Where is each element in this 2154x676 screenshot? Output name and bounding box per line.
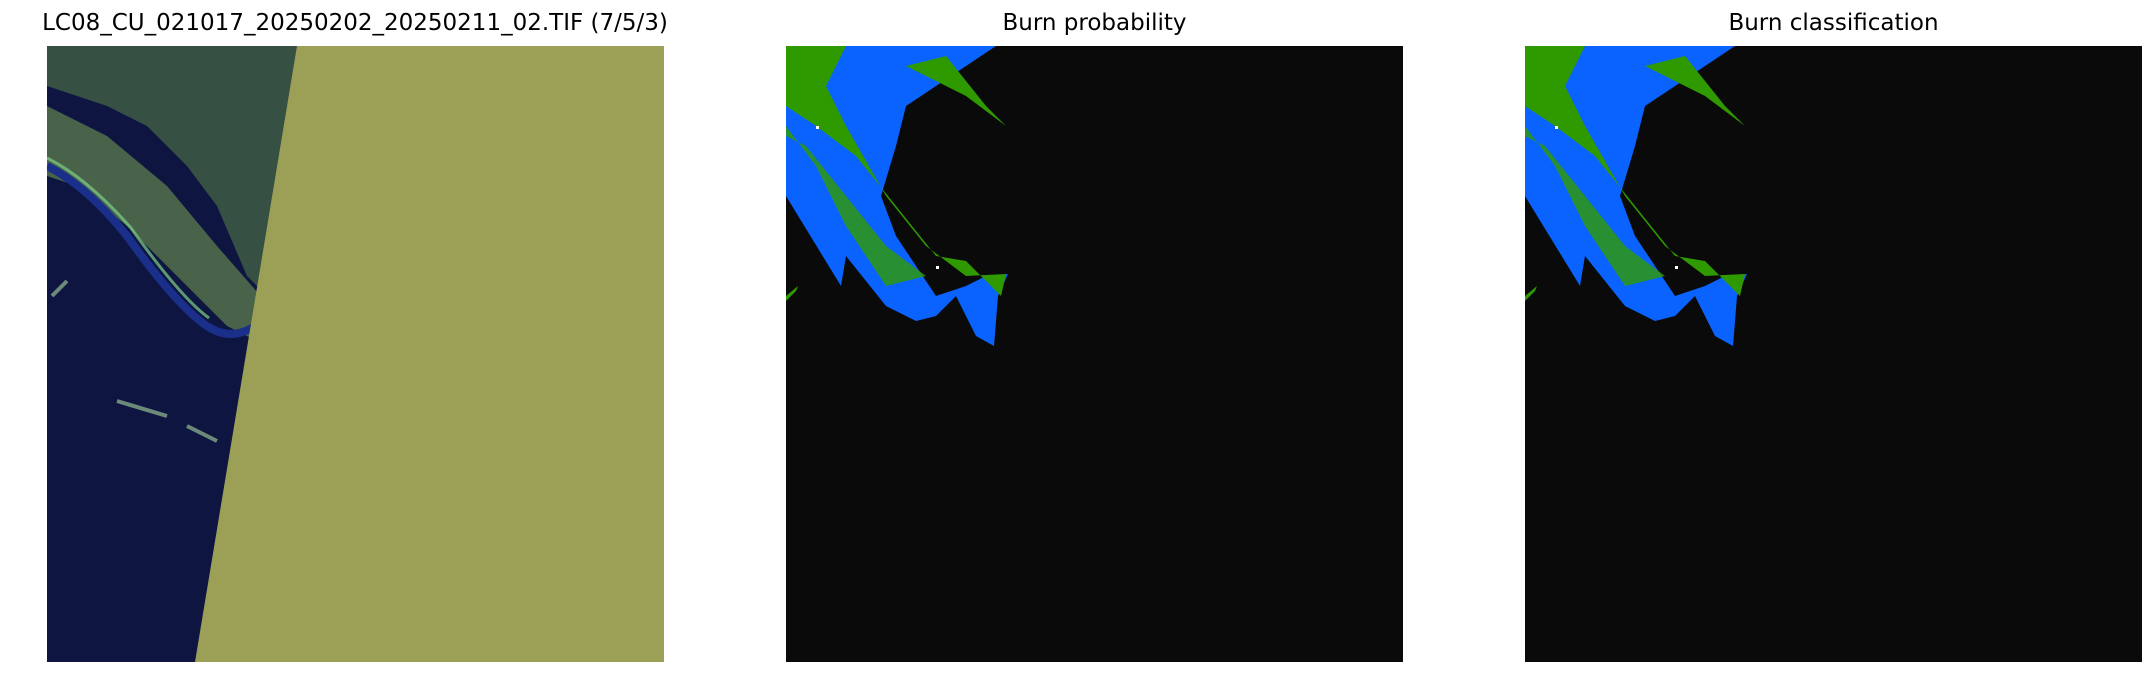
- class-green-region-3: [906, 56, 1006, 126]
- burn-classification-panel: [1525, 46, 2142, 662]
- satellite-image-panel: [47, 46, 664, 662]
- highlight-pixel: [936, 266, 939, 269]
- panel-1-title: LC08_CU_021017_20250202_20250211_02.TIF …: [42, 10, 668, 36]
- class-green-region-3: [1645, 56, 1745, 126]
- class-green-island: [1525, 286, 1537, 301]
- highlight-pixel: [1675, 266, 1678, 269]
- class-green-region-2: [1525, 126, 1665, 286]
- land-area: [47, 46, 297, 306]
- highlight-pixel: [816, 126, 819, 129]
- panel-3-title: Burn classification: [1728, 10, 1939, 36]
- class-green-region: [1525, 46, 1745, 296]
- class-green-region-2: [786, 126, 926, 286]
- burn-probability-panel: [786, 46, 1403, 662]
- class-green-island: [786, 286, 798, 301]
- highlight-pixel: [1555, 126, 1558, 129]
- nodata-fill: [195, 46, 664, 662]
- river: [47, 162, 270, 338]
- panel-2-title: Burn probability: [1002, 10, 1187, 36]
- class-green-region: [786, 46, 1006, 296]
- river-bank: [47, 156, 210, 320]
- delta-land: [47, 106, 277, 346]
- barrier-islands: [50, 279, 218, 443]
